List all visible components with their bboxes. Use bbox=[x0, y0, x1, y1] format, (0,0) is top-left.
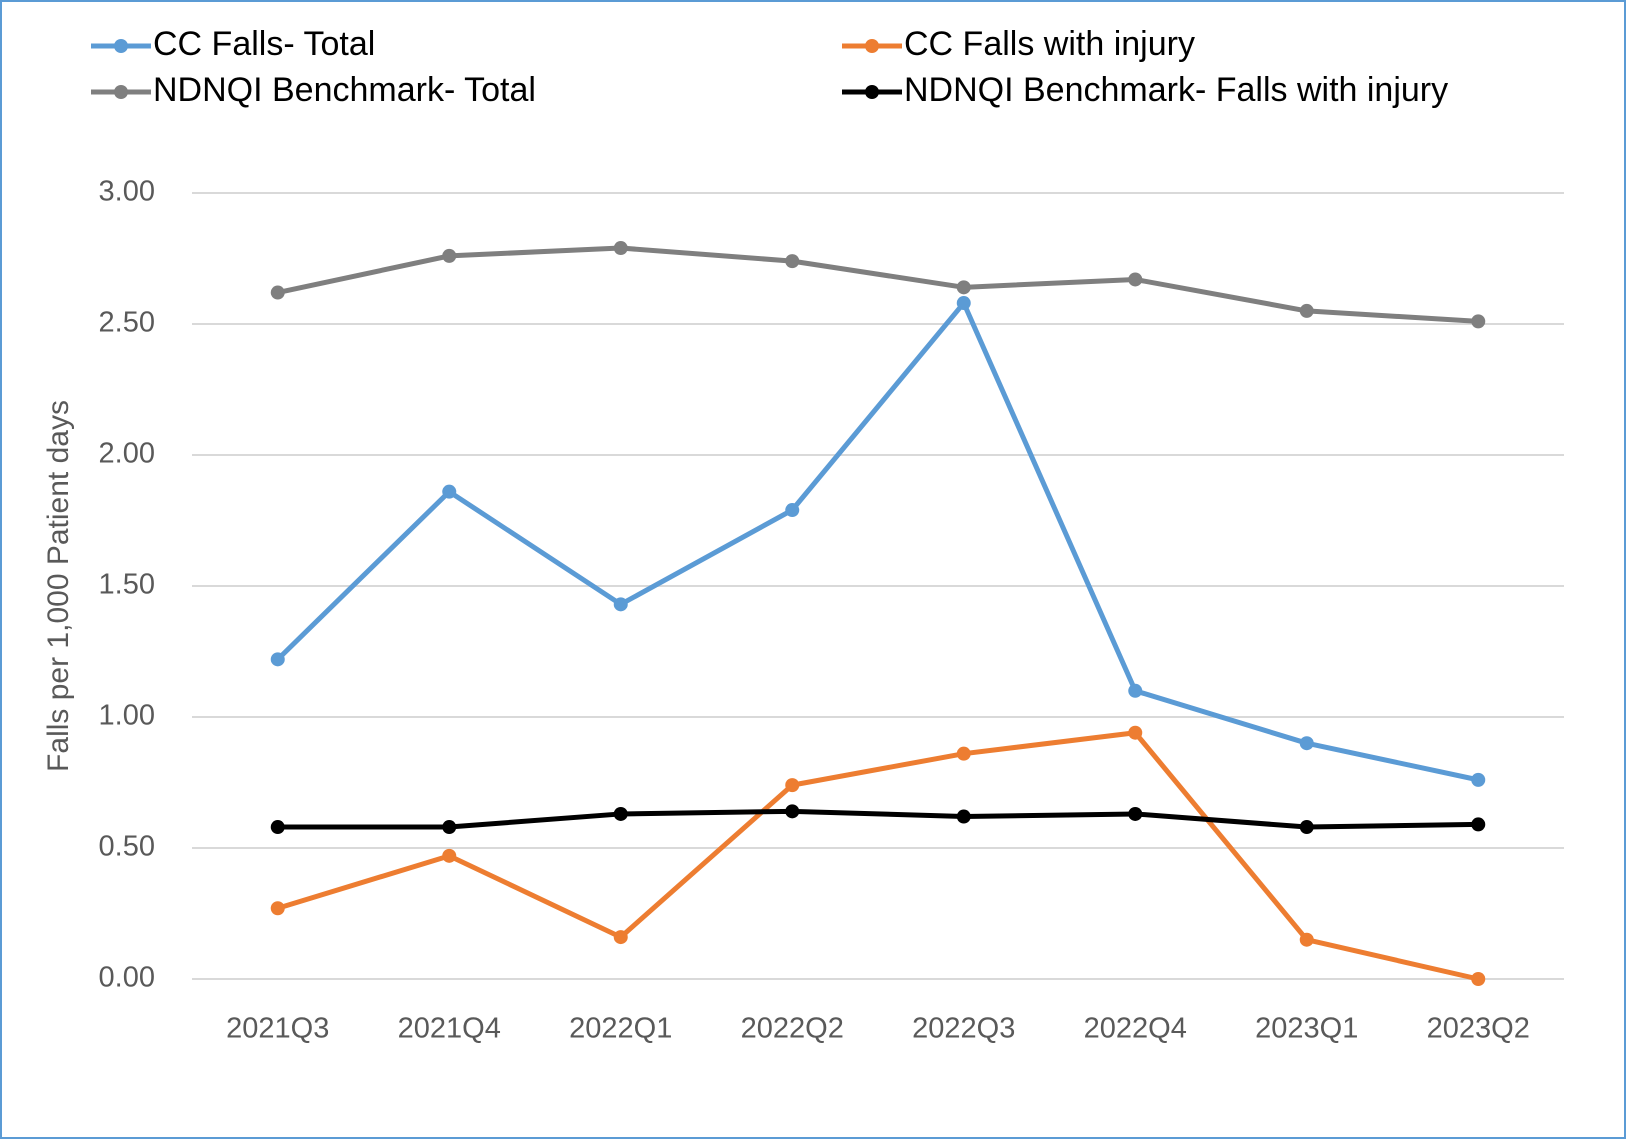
legend-label: NDNQI Benchmark- Falls with injury bbox=[904, 71, 1448, 109]
x-tick-label: 2022Q3 bbox=[912, 1013, 1015, 1045]
series-line bbox=[277, 808, 1479, 830]
data-point bbox=[442, 820, 457, 835]
data-point bbox=[956, 746, 971, 761]
data-point bbox=[270, 285, 285, 300]
data-point bbox=[1128, 272, 1143, 287]
data-point bbox=[956, 296, 971, 311]
legend-label: CC Falls with injury bbox=[904, 25, 1195, 63]
x-tick-label: 2021Q3 bbox=[226, 1013, 329, 1045]
data-point bbox=[785, 804, 800, 819]
data-point bbox=[442, 484, 457, 499]
data-point bbox=[1299, 303, 1314, 318]
series-line bbox=[276, 300, 1479, 783]
y-tick-label: 2.00 bbox=[99, 438, 155, 470]
x-tick-label: 2022Q2 bbox=[741, 1013, 844, 1045]
x-tick-label: 2023Q2 bbox=[1427, 1013, 1530, 1045]
legend-marker bbox=[114, 39, 128, 53]
data-point bbox=[1471, 817, 1486, 832]
y-tick-label: 0.50 bbox=[99, 831, 155, 863]
data-point bbox=[1128, 806, 1143, 821]
x-tick-label: 2022Q4 bbox=[1084, 1013, 1187, 1045]
data-point bbox=[956, 280, 971, 295]
data-point bbox=[1471, 314, 1486, 329]
legend-marker bbox=[865, 85, 879, 99]
legend-label: CC Falls- Total bbox=[153, 25, 375, 63]
x-tick-label: 2022Q1 bbox=[569, 1013, 672, 1045]
legend-marker bbox=[865, 39, 879, 53]
y-axis-label: Falls per 1,000 Patient days bbox=[42, 400, 75, 772]
series-line bbox=[277, 245, 1479, 324]
data-point bbox=[785, 778, 800, 793]
y-tick-label: 2.50 bbox=[99, 307, 155, 339]
data-point bbox=[442, 248, 457, 263]
y-tick-label: 3.00 bbox=[99, 176, 155, 208]
y-tick-label: 1.50 bbox=[99, 569, 155, 601]
data-point bbox=[613, 241, 628, 256]
data-point bbox=[1471, 772, 1486, 787]
data-point bbox=[270, 652, 285, 667]
series-line bbox=[277, 730, 1479, 982]
y-tick-label: 1.00 bbox=[99, 700, 155, 732]
y-tick-label: 0.00 bbox=[99, 962, 155, 994]
legend-marker bbox=[114, 85, 128, 99]
data-point bbox=[1299, 820, 1314, 835]
data-point bbox=[1299, 932, 1314, 947]
data-point bbox=[442, 848, 457, 863]
data-point bbox=[1128, 683, 1143, 698]
x-tick-label: 2021Q4 bbox=[398, 1013, 501, 1045]
data-point bbox=[1471, 972, 1486, 986]
data-point bbox=[613, 597, 628, 612]
data-point bbox=[1299, 736, 1314, 751]
data-point bbox=[613, 930, 628, 945]
data-point bbox=[613, 806, 628, 821]
data-point bbox=[956, 809, 971, 824]
legend-label: NDNQI Benchmark- Total bbox=[153, 71, 536, 109]
data-point bbox=[270, 901, 285, 916]
data-point bbox=[785, 254, 800, 269]
data-point bbox=[1128, 725, 1143, 740]
data-point bbox=[785, 503, 800, 518]
x-tick-label: 2023Q1 bbox=[1255, 1013, 1358, 1045]
data-point bbox=[270, 820, 285, 835]
